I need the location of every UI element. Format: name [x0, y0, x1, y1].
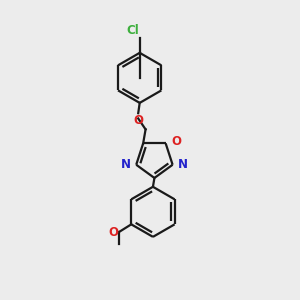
Text: O: O — [133, 114, 143, 127]
Text: N: N — [121, 158, 131, 171]
Text: O: O — [108, 226, 118, 239]
Text: O: O — [171, 135, 181, 148]
Text: N: N — [178, 158, 188, 171]
Text: Cl: Cl — [126, 24, 139, 37]
